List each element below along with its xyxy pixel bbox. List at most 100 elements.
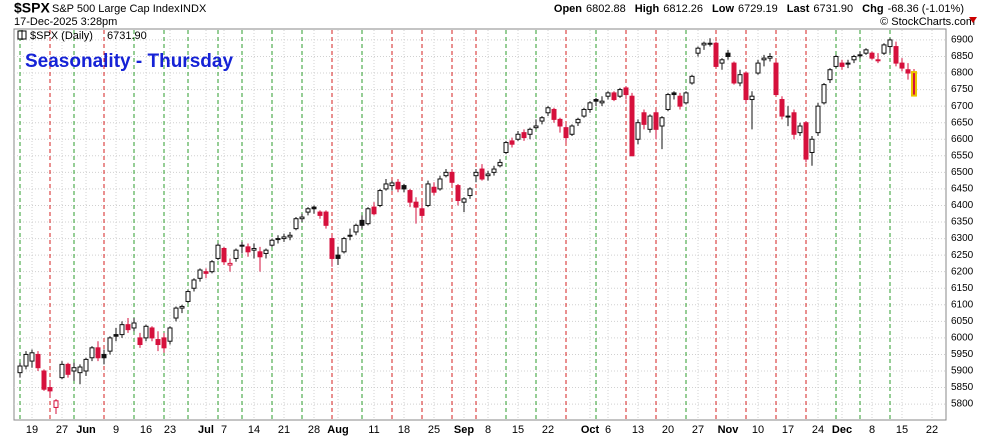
candle-body [65,363,71,375]
candle-body [365,208,371,225]
candle-body [293,218,299,230]
candle-body [791,112,797,135]
candle-body [797,125,803,134]
candle-body [611,92,617,101]
candle-body [131,322,137,329]
x-tick-label: 8 [485,424,491,436]
candle-body [899,62,905,69]
candle-body [551,108,557,120]
down-arrow [969,17,977,23]
legend-label: $SPX (Daily) [30,30,93,42]
x-tick-label: 25 [428,424,440,436]
candle-body [371,206,377,215]
x-tick-label: 22 [926,424,938,436]
candle-body [581,108,587,117]
candle-body [527,128,533,135]
candle-body [101,353,107,359]
candle-body [275,238,281,241]
y-tick-label: 6850 [951,51,974,62]
symbol: $SPX [14,0,50,16]
candle-body [833,55,839,67]
quote-value: -68.36 (-1.01%) [888,3,964,15]
candle-body [317,211,323,216]
candle-body [47,387,53,392]
candle-body [473,171,479,177]
candle-body [779,99,785,117]
x-tick-label: 20 [662,424,674,436]
candle-body [515,133,521,140]
candle-body [545,107,551,114]
candle-body [821,84,827,104]
x-tick-label: 23 [164,424,176,436]
quote-label: Chg [862,3,883,15]
y-tick-label: 6800 [951,68,974,79]
x-tick-label: 14 [248,424,260,436]
quote-value: 6802.88 [586,3,626,15]
candle-body [119,324,125,336]
candle-body [323,211,329,226]
x-tick-label: 16 [140,424,152,436]
y-tick-label: 6550 [951,150,974,161]
candle-body [251,248,257,251]
candle-body [677,95,683,107]
x-tick-label: 22 [542,424,554,436]
candle-body [617,89,623,97]
x-tick-label: 15 [896,424,908,436]
candle-body [257,251,263,258]
candle-body [17,365,23,374]
candle-body [161,337,167,349]
y-tick-label: 6650 [951,117,974,128]
candle-body [179,305,185,309]
candle-body [227,262,233,266]
candle-body [113,334,119,337]
candle-body [125,324,131,331]
candle-body [623,87,629,96]
x-tick-label: 24 [812,424,824,436]
candle-body [281,236,287,240]
y-tick-label: 6200 [951,266,974,277]
x-tick-label: Jul [198,424,214,436]
candle-body [233,249,239,259]
candle-body [695,47,701,54]
candle-body [647,115,653,130]
candle-body [521,132,527,139]
candle-body [605,92,611,97]
candle-body [653,112,659,130]
candle-body [449,171,455,183]
candle-body [629,95,635,157]
candle-body [77,366,83,374]
candle-body [905,69,911,74]
quote-value: 6729.19 [738,3,778,15]
candle-body [29,352,35,362]
candle-body [569,125,575,135]
candle-body [443,171,449,177]
candle-body [743,72,749,101]
x-tick-label: Dec [832,424,852,436]
candle-body [341,238,347,253]
x-tick-label: Aug [327,424,348,436]
candle-body [809,138,815,153]
x-tick-label: 27 [56,424,68,436]
y-tick-label: 5950 [951,349,974,360]
candle-body [425,183,431,206]
candle-body [35,353,41,369]
x-tick-label: 9 [113,424,119,436]
candle-body [203,271,209,274]
candle-body [725,52,731,57]
credit: © StockCharts.com [880,16,975,28]
candle-body [89,347,95,359]
candle-body [881,44,887,54]
candle-body [659,117,665,127]
x-tick-label: 19 [26,424,38,436]
y-tick-label: 6500 [951,167,974,178]
x-tick-label: 15 [512,424,524,436]
candle-body [485,173,491,177]
candle-body [59,363,65,379]
candle-body [137,337,143,346]
candle-body [431,186,437,193]
candle-body [761,57,767,61]
candle-body [461,198,467,203]
quote-label: Low [712,3,734,15]
candle-body [815,105,821,134]
